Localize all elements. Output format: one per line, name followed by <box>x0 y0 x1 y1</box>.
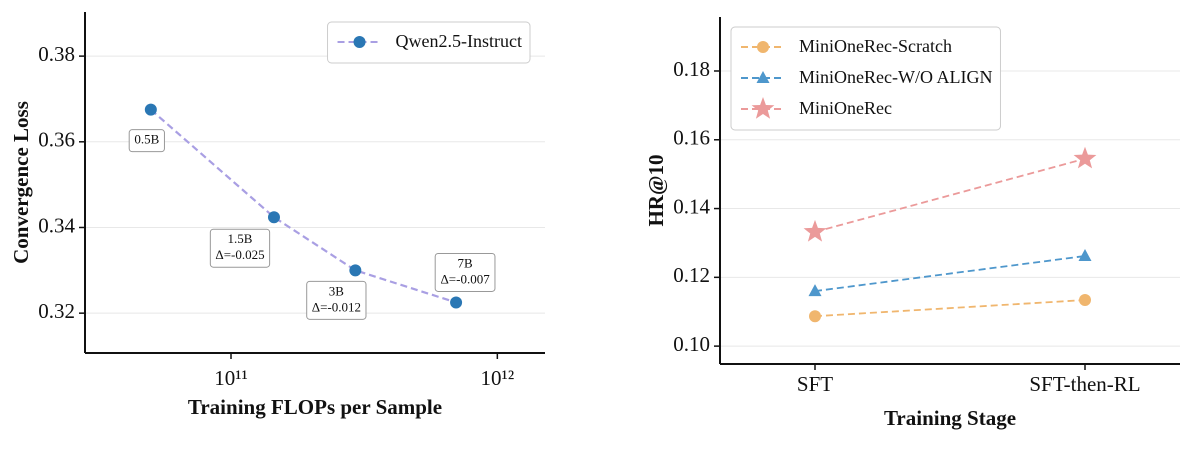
point-annotation: 1.5BΔ=-0.025 <box>209 228 271 268</box>
y-tick-label: 0.34 <box>38 213 75 237</box>
annotation-box <box>434 252 496 292</box>
y-axis-label: Convergence Loss <box>9 101 33 264</box>
point <box>1079 294 1091 307</box>
legend-marker <box>353 36 366 48</box>
x-axis-label: Training Stage <box>884 406 1016 430</box>
annotation-text: 0.5B <box>134 132 159 147</box>
point <box>1078 249 1092 262</box>
point <box>267 211 280 224</box>
y-tick-label: 0.36 <box>38 128 75 152</box>
y-tick-label: 0.14 <box>673 194 710 218</box>
legend-label: Qwen2.5-Instruct <box>396 31 522 51</box>
legend-box <box>327 21 531 64</box>
point-annotation: 3BΔ=-0.012 <box>306 280 367 320</box>
annotation-text: 1.5B <box>228 231 253 246</box>
legend-item: Qwen2.5-Instruct <box>337 31 522 51</box>
legend-marker <box>756 71 770 83</box>
y-tick-label: 0.16 <box>673 126 710 150</box>
legend-item: MiniOneRec-Scratch <box>741 36 952 56</box>
legend-label: MiniOneRec <box>799 98 892 118</box>
point <box>803 219 827 242</box>
y-axis-label: HR@10 <box>644 154 668 226</box>
y-tick-label: 0.10 <box>673 332 710 356</box>
y-tick-label: 0.32 <box>38 299 75 323</box>
legend-box <box>730 26 1001 131</box>
annotation-text: Δ=-0.025 <box>215 247 264 262</box>
annotation-text: Δ=-0.007 <box>440 271 490 286</box>
annotation-text: Δ=-0.012 <box>312 299 361 314</box>
annotation-box <box>128 129 165 153</box>
y-tick-label: 0.12 <box>673 263 710 287</box>
series-line <box>150 108 457 304</box>
legend-marker <box>757 41 769 53</box>
point <box>808 284 822 297</box>
point <box>144 103 157 116</box>
annotation-box <box>209 228 271 268</box>
series-line <box>814 255 1086 292</box>
legend-marker <box>751 97 775 119</box>
point-annotation: 0.5B <box>128 129 165 153</box>
x-axis-label: Training FLOPs per Sample <box>188 395 442 419</box>
point <box>450 296 463 309</box>
annotation-text: 3B <box>329 283 345 298</box>
legend-item: MiniOneRec <box>741 97 892 119</box>
x-tick-label: SFT-then-RL <box>1029 372 1140 396</box>
legend-label: MiniOneRec-W/O ALIGN <box>799 67 992 87</box>
legend-label: MiniOneRec-Scratch <box>799 36 952 56</box>
x-tick-label: 10¹¹ <box>214 366 248 390</box>
x-tick-label: 10¹² <box>481 366 515 390</box>
point <box>809 310 821 323</box>
point-annotation: 7BΔ=-0.007 <box>434 252 496 292</box>
y-tick-label: 0.38 <box>38 42 75 66</box>
legend: Qwen2.5-Instruct <box>327 21 531 64</box>
y-tick-label: 0.18 <box>673 57 710 81</box>
series-line <box>814 299 1086 318</box>
point <box>1073 146 1097 169</box>
legend-item: MiniOneRec-W/O ALIGN <box>741 67 992 87</box>
annotation-box <box>306 280 367 320</box>
x-tick-label: SFT <box>797 372 833 396</box>
point <box>349 264 362 277</box>
annotation-text: 7B <box>457 255 473 270</box>
series-line <box>814 157 1086 233</box>
legend: MiniOneRec-Scratch MiniOneRec-W/O ALIGN Mi… <box>730 26 1001 131</box>
